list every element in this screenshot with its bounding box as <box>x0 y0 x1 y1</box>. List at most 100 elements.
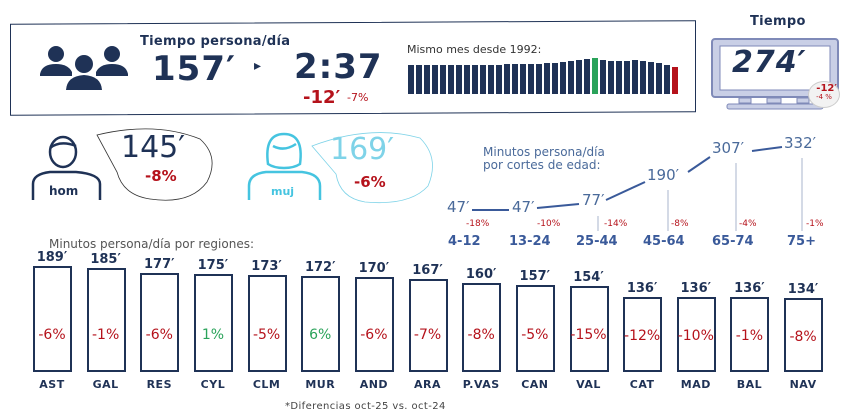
age-group-label: 65-74 <box>712 234 754 249</box>
history-bar <box>552 62 558 94</box>
history-bar <box>640 60 646 94</box>
region-label: AND <box>359 378 389 391</box>
age-percent-label: -14% <box>604 219 628 229</box>
region-value-label: 185′ <box>90 252 121 268</box>
age-chart-lines <box>472 146 803 231</box>
region-label: CAT <box>629 378 655 391</box>
history-bar <box>512 64 518 94</box>
history-bar <box>408 65 414 94</box>
region-value-label: 173′ <box>251 259 282 275</box>
history-bar <box>480 65 486 94</box>
region-percent-label: -5% <box>252 327 281 343</box>
region-bar <box>408 278 448 372</box>
men-minutes: 145′ <box>121 130 186 165</box>
age-percent-label: -1% <box>806 219 824 229</box>
region-label: NAV <box>789 378 817 391</box>
history-bar <box>432 65 438 94</box>
diff-minutes: -12′ <box>303 87 341 108</box>
region-percent-label: -1% <box>735 328 764 345</box>
region-label: MAD <box>680 378 711 391</box>
history-bar <box>424 65 430 94</box>
history-bar <box>592 58 598 94</box>
region-bar <box>86 268 126 372</box>
age-value-label: 307′ <box>712 139 745 157</box>
tv-icon <box>711 38 839 110</box>
region-label: GAL <box>92 378 119 391</box>
history-bar <box>448 65 454 94</box>
history-bar <box>464 65 470 94</box>
age-line-segment <box>751 146 783 152</box>
region-bar <box>730 296 770 372</box>
history-bar <box>520 64 526 94</box>
age-title-line-1: Minutos persona/día <box>483 145 605 159</box>
region-percent-label: -6% <box>38 327 66 343</box>
age-value-label: 77′ <box>582 191 605 209</box>
people-icon <box>40 46 128 90</box>
tv-diff-badge: -12′ -4 % <box>808 81 840 108</box>
history-bar <box>576 59 582 94</box>
region-label: RES <box>146 378 172 391</box>
age-value-label: 332′ <box>784 134 817 152</box>
history-bar <box>488 65 494 94</box>
region-value-label: 136′ <box>680 280 712 296</box>
region-percent-label: -1% <box>92 327 120 343</box>
region-value-label: 160′ <box>465 266 497 282</box>
arrow-right-icon: ▸ <box>254 58 262 74</box>
hours-value: 2:37 <box>294 47 383 87</box>
tv-diff-minutes: -12′ <box>816 83 837 94</box>
region-label: P.VAS <box>462 378 500 391</box>
region-value-label: 167′ <box>412 262 443 278</box>
region-bar <box>515 284 555 372</box>
history-bar <box>624 60 630 94</box>
region-value-label: 175′ <box>197 258 229 274</box>
age-group-label: 25-44 <box>576 234 618 249</box>
age-percent-label: -10% <box>537 219 561 229</box>
history-bar <box>416 65 422 94</box>
region-label: MUR <box>305 378 336 391</box>
tv-minutes-value: 274′ <box>732 45 807 80</box>
region-percent-label: -12% <box>624 328 661 345</box>
history-bar <box>456 65 462 94</box>
age-title-line-2: por cortes de edad: <box>483 158 601 172</box>
history-bar <box>528 63 534 94</box>
minutes-value: 157′ <box>152 49 236 89</box>
region-value-label: 134′ <box>787 282 819 297</box>
age-group-label: 4-12 <box>448 234 481 249</box>
region-label: VAL <box>576 378 601 391</box>
history-bar <box>608 60 614 94</box>
region-bar <box>140 272 180 372</box>
men-speech-bubble <box>96 128 213 201</box>
region-percent-label: 1% <box>201 327 225 343</box>
age-line-segment <box>536 203 580 209</box>
region-percent-label: -6% <box>145 327 173 343</box>
region-percent-label: -6% <box>360 327 388 343</box>
history-bar <box>560 61 566 94</box>
man-icon <box>31 135 102 200</box>
region-label: BAL <box>736 378 763 391</box>
history-bar <box>440 65 446 94</box>
history-bar <box>600 59 606 94</box>
region-percent-label: -5% <box>521 327 549 343</box>
history-bar <box>568 60 574 94</box>
region-bar <box>676 296 716 372</box>
history-bar <box>472 65 478 94</box>
men-label: hom <box>49 184 79 198</box>
region-bar <box>623 296 663 372</box>
region-value-label: 136′ <box>734 280 765 296</box>
woman-icon <box>247 132 322 200</box>
age-percent-label: -8% <box>671 219 689 229</box>
history-bar <box>536 63 542 94</box>
region-bar <box>301 275 341 372</box>
region-value-label: 154′ <box>573 270 604 286</box>
region-percent-label: -8% <box>467 327 495 343</box>
region-bar <box>569 286 609 372</box>
age-percent-label: -18% <box>466 219 490 229</box>
tv-title: Tiempo <box>750 14 806 29</box>
regions-title: Minutos persona/día por regiones: <box>49 237 254 251</box>
region-value-label: 189′ <box>36 250 68 265</box>
history-chart <box>408 58 680 94</box>
women-speech-bubble <box>311 132 433 203</box>
age-value-label: 47′ <box>447 198 470 216</box>
region-value-label: 136′ <box>626 280 658 296</box>
diff-percent: -7% <box>347 91 369 104</box>
